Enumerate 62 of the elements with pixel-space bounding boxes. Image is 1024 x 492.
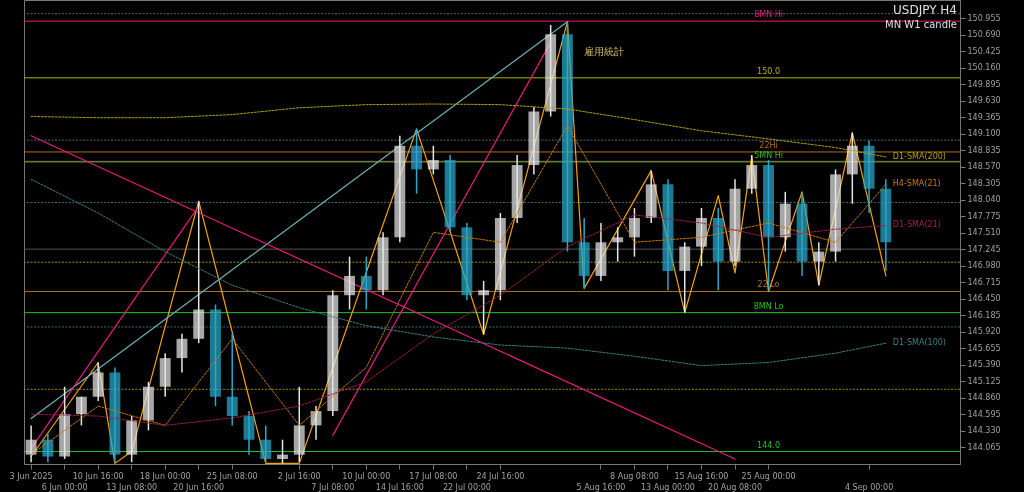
ref-line-label: 22Hi xyxy=(759,140,778,150)
x-tick-label: 20 Aug 08:00 xyxy=(708,482,762,492)
ref-line-label: 144.0 xyxy=(757,440,780,450)
y-tick-label: 148.570 xyxy=(967,162,1001,172)
x-tick-label: 13 Aug 00:00 xyxy=(640,482,695,492)
y-tick-label: 150.160 xyxy=(967,63,1001,73)
y-tick-label: 145.655 xyxy=(967,343,1001,353)
y-tick-label: 148.040 xyxy=(967,195,1001,205)
annotation: 雇用統計 xyxy=(584,46,624,57)
y-tick-label: 144.330 xyxy=(967,426,1001,436)
series-label: H4-SMA(21) xyxy=(892,179,941,189)
x-tick-label: 3 Jun 2025 xyxy=(9,471,53,481)
x-tick-label: 5 Aug 16:00 xyxy=(576,482,626,492)
y-tick-label: 148.835 xyxy=(967,145,1001,155)
x-tick-label: 25 Jun 08:00 xyxy=(206,471,258,481)
y-tick-label: 147.775 xyxy=(967,211,1001,221)
y-tick-label: 150.690 xyxy=(967,30,1001,40)
y-tick-label: 149.895 xyxy=(967,79,1001,89)
y-tick-label: 148.305 xyxy=(967,178,1001,188)
x-tick-label: 13 Jun 08:00 xyxy=(106,482,158,492)
ref-line-label: 8MN Lo xyxy=(753,301,784,311)
text: MN W1 candle xyxy=(885,19,957,30)
y-tick-label: 150.955 xyxy=(967,13,1001,23)
ref-line-label: 8MN Hi xyxy=(754,10,783,20)
ref-line-label: 22 Lo xyxy=(757,280,780,290)
x-tick-label: 24 Jul 16:00 xyxy=(476,471,525,481)
chart-title: USDJPY H4 xyxy=(893,3,957,17)
x-tick-label: 4 Sep 00:00 xyxy=(844,482,894,492)
x-tick-label: 18 Jun 00:00 xyxy=(139,471,191,481)
x-tick-label: 8 Aug 08:00 xyxy=(610,471,659,481)
y-tick-label: 145.920 xyxy=(967,327,1001,337)
x-tick-label: 10 Jul 00:00 xyxy=(342,471,391,481)
y-tick-label: 144.065 xyxy=(967,443,1001,452)
x-tick-label: 15 Aug 16:00 xyxy=(674,471,729,481)
x-tick-label: 6 Jun 00:00 xyxy=(41,482,88,492)
x-tick-label: 20 Jun 16:00 xyxy=(173,482,225,492)
y-tick-label: 144.860 xyxy=(967,393,1001,403)
series-label: D1-SMA(200) xyxy=(892,151,946,161)
y-tick-label: 146.450 xyxy=(967,294,1001,304)
x-tick-label: 14 Jul 16:00 xyxy=(375,482,424,492)
y-tick-label: 149.630 xyxy=(967,96,1001,106)
y-tick-label: 144.595 xyxy=(967,409,1001,419)
y-tick-label: 146.980 xyxy=(967,261,1001,271)
y-tick-label: 145.125 xyxy=(967,376,1001,386)
series-label: D1-SMA(100) xyxy=(892,338,946,348)
y-tick-label: 147.245 xyxy=(967,244,1001,254)
y-tick-label: 149.365 xyxy=(967,112,1001,122)
y-tick-label: 147.510 xyxy=(967,228,1001,238)
y-tick-label: 146.715 xyxy=(967,277,1001,287)
y-tick-label: 145.390 xyxy=(967,360,1001,370)
series-label: D1-SMA(21) xyxy=(892,220,941,230)
y-tick-label: 150.425 xyxy=(967,46,1001,56)
x-tick-label: 22 Jul 00:00 xyxy=(442,482,491,492)
ref-line-label: 5MN Hi xyxy=(754,150,783,160)
x-tick-label: 10 Jun 16:00 xyxy=(72,471,124,481)
y-tick-label: 146.185 xyxy=(967,310,1001,320)
x-tick-label: 7 Jul 08:00 xyxy=(311,482,355,492)
x-tick-label: 2 Jul 16:00 xyxy=(277,471,321,481)
x-tick-label: 25 Aug 00:00 xyxy=(741,471,796,481)
x-tick-label: 17 Jul 08:00 xyxy=(409,471,458,481)
y-tick-label: 149.100 xyxy=(967,129,1001,139)
ref-line-label: 150.0 xyxy=(757,66,780,76)
